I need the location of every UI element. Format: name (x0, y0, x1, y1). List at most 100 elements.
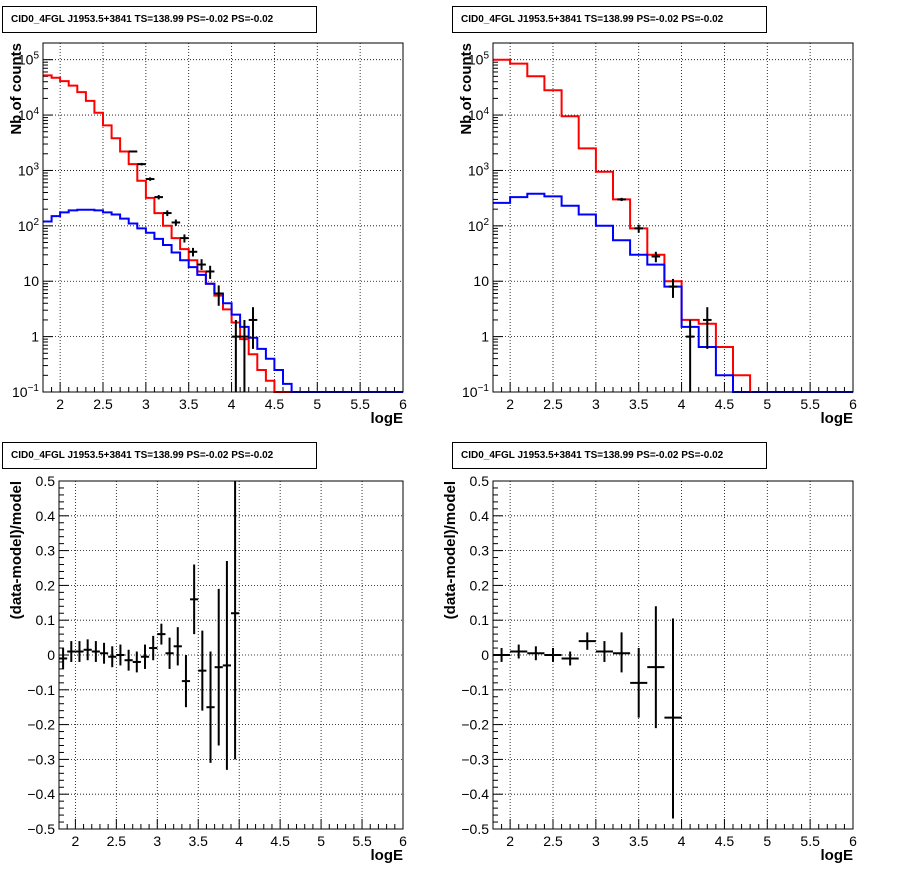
plot-title: CID0_4FGL J1953.5+3841 TS=138.99 PS=-0.0… (2, 442, 317, 469)
x-tick-label: 4.5 (715, 396, 735, 412)
x-tick-label: 2 (56, 396, 64, 412)
data-point (634, 224, 643, 233)
data-point (240, 319, 249, 392)
y-tick-label: −0.5 (461, 821, 489, 837)
data-point (140, 644, 150, 669)
y-tick-label: 0.1 (36, 612, 56, 628)
y-tick-label: −0.2 (27, 717, 55, 733)
data-point (668, 278, 678, 298)
x-tick-label: 2 (506, 833, 514, 849)
y-tick-label: 0.3 (36, 543, 56, 559)
y-tick-label: 103 (468, 161, 490, 178)
x-tick-label: 3.5 (629, 396, 649, 412)
x-tick-label: 5 (317, 833, 325, 849)
y-axis-label: Nb of counts (458, 43, 475, 135)
data-point (128, 150, 138, 153)
y-tick-label: 104 (18, 106, 40, 123)
plot-title: CID0_4FGL J1953.5+3841 TS=138.99 PS=-0.0… (452, 6, 767, 33)
y-tick-label: 102 (468, 217, 490, 234)
data-point (108, 646, 117, 668)
data-point (630, 648, 648, 718)
spectrum-left-chart: 2 2.5 3 3.5 4 4.5 5 5.5 6 10−1 1 10 102 103 104 105 logE… (8, 42, 407, 427)
spectrum-right-chart: 2 2.5 3 3.5 4 4.5 5 5.5 6 10−1 1 10 102 103 104 105 logE… (458, 42, 857, 427)
data-point (595, 641, 613, 662)
data-point (651, 251, 661, 263)
data-point (137, 162, 146, 166)
y-tick-label: −0.4 (461, 786, 489, 802)
data-point (561, 651, 579, 666)
y-tick-label: 0.3 (470, 543, 490, 559)
data-point (181, 655, 191, 708)
plot-title: CID0_4FGL J1953.5+3841 TS=138.99 PS=-0.0… (2, 6, 317, 33)
y-tick-label: 102 (18, 217, 40, 234)
data-point (198, 630, 207, 711)
y-tick-label: −0.4 (27, 786, 55, 802)
y-tick-label: 0.4 (36, 508, 56, 524)
x-tick-label: 2.5 (543, 833, 563, 849)
y-tick-label: 0.1 (470, 612, 490, 628)
y-tick-label: −0.5 (27, 821, 55, 837)
plot-frame (58, 480, 404, 830)
y-tick-label: 0.5 (36, 473, 56, 489)
data-point (188, 247, 198, 257)
y-tick-label: 104 (468, 106, 490, 123)
plot-frame (492, 480, 854, 830)
data-point (149, 635, 158, 661)
data-point (613, 632, 631, 673)
x-tick-label: 4.5 (265, 396, 285, 412)
x-tick-label: 5.5 (800, 833, 820, 849)
data-point (222, 561, 231, 770)
data-point (197, 259, 206, 270)
x-axis-label: logE (371, 410, 404, 427)
data-point (664, 618, 682, 819)
x-tick-label: 3 (153, 833, 161, 849)
x-tick-label: 2 (71, 833, 79, 849)
y-tick-label: 0.4 (470, 508, 490, 524)
residual-left-chart: 2 2.5 3 3.5 4 4.5 5 5.5 6 −0.5 −0.4 −0.3 −0.2 −0.1 0 0.… (8, 473, 407, 864)
data-point (214, 588, 223, 746)
y-tick-label: 10−1 (12, 383, 39, 400)
x-tick-label: 4.5 (715, 833, 735, 849)
x-tick-label: 5.5 (350, 396, 370, 412)
y-tick-label: −0.3 (27, 751, 55, 767)
x-axis-label: logE (821, 847, 854, 864)
x-tick-label: 6 (399, 396, 407, 412)
data-point (206, 651, 215, 763)
y-tick-label: 10−1 (462, 383, 489, 400)
y-tick-label: 0 (47, 647, 55, 663)
x-tick-label: 3.5 (629, 833, 649, 849)
x-tick-label: 5.5 (800, 396, 820, 412)
source-model-histogram (43, 208, 403, 393)
data-point (578, 632, 596, 650)
data-point (124, 649, 133, 671)
y-axis-label: (data-model)/model (442, 481, 459, 619)
y-tick-label: −0.2 (461, 717, 489, 733)
y-tick-label: 1 (31, 329, 39, 345)
data-point (59, 648, 68, 669)
data-point (154, 195, 163, 200)
data-point (685, 319, 695, 392)
data-point (180, 234, 189, 243)
data-point (173, 627, 182, 666)
plot-frame (492, 42, 854, 393)
x-tick-label: 2.5 (93, 396, 113, 412)
data-point (163, 210, 172, 217)
x-tick-label: 2 (506, 396, 514, 412)
data-point (116, 644, 125, 666)
residual-right-chart: 2 2.5 3 3.5 4 4.5 5 5.5 6 −0.5 −0.4 −0.3 −0.2 −0.1 0 0.… (442, 473, 857, 864)
y-tick-label: 10 (473, 273, 489, 289)
x-tick-label: 2.5 (543, 396, 563, 412)
data-point (214, 285, 223, 306)
data-point (99, 642, 109, 664)
x-tick-label: 4 (678, 833, 686, 849)
data-point (190, 564, 199, 635)
x-tick-label: 4.5 (270, 833, 290, 849)
x-axis-label: logE (821, 410, 854, 427)
y-tick-label: 105 (468, 51, 490, 68)
y-tick-label: 0.5 (470, 473, 490, 489)
x-tick-label: 3 (592, 833, 600, 849)
y-axis-label: Nb of counts (8, 43, 25, 135)
data-point (527, 646, 545, 661)
data-point (145, 177, 155, 181)
